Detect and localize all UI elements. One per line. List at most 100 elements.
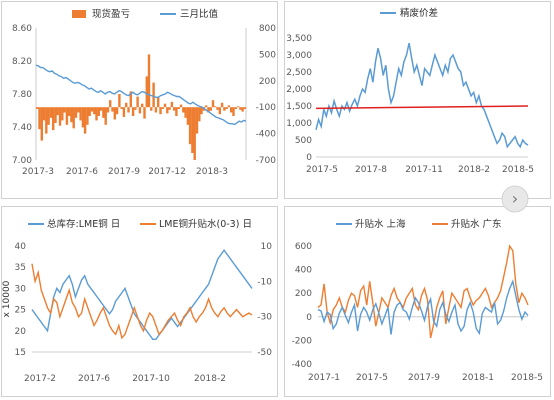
pnl-bar <box>38 107 41 130</box>
pnl-bar <box>104 107 107 125</box>
legend-label-inventory: 总库存:LME铜 日 <box>47 218 120 230</box>
x-tick-label: 2017-6 <box>66 167 98 177</box>
y-left-tick-label: 7.80 <box>12 90 32 100</box>
y-left-tick-label: 7.00 <box>12 156 32 166</box>
pnl-bar <box>72 107 75 129</box>
pnl-bar <box>216 107 219 110</box>
legend-label-lme-spread: LME铜升贴水(0-3) 日 <box>159 218 252 230</box>
y-tick-label: 0 <box>306 153 312 163</box>
pnl-bar <box>36 107 39 109</box>
pnl-bar <box>170 101 174 108</box>
pnl-bar <box>168 107 171 110</box>
pnl-bar <box>230 107 233 113</box>
y-tick-label: 3,500 <box>286 34 312 44</box>
pnl-bar <box>152 82 155 108</box>
pnl-bar <box>70 107 73 123</box>
pnl-bar <box>83 107 87 134</box>
pnl-bar <box>239 107 242 110</box>
pnl-bar <box>145 76 148 108</box>
pnl-bar <box>241 107 244 112</box>
pnl-bar <box>49 107 53 118</box>
pnl-bar <box>42 107 46 121</box>
spread-line <box>315 42 529 149</box>
y-left-tick-label: 15 <box>15 348 26 358</box>
pnl-bar <box>63 107 66 113</box>
y-tick-label: 1,500 <box>286 102 312 112</box>
pnl-bar <box>136 96 139 108</box>
pnl-bar <box>118 94 121 108</box>
pnl-bar <box>40 107 43 141</box>
y-left-tick-label: 7.40 <box>12 123 32 133</box>
pnl-bar <box>102 107 105 118</box>
y-axis-title: x 10000 <box>2 280 12 317</box>
pnl-bar <box>106 107 110 113</box>
y-tick-label: -400 <box>292 360 313 370</box>
y-left-tick-label: 30 <box>15 284 27 294</box>
pnl-bar <box>220 102 224 108</box>
x-tick-label: 2017-6 <box>78 374 110 384</box>
pnl-bar <box>45 107 48 134</box>
y-right-tick-label: -700 <box>256 156 277 166</box>
chevron-right-icon: › <box>512 189 518 208</box>
pnl-bar <box>243 107 247 109</box>
pnl-bar <box>204 105 208 108</box>
y-tick-label: 2,500 <box>286 68 312 78</box>
x-tick-label: 2017-11 <box>405 165 443 175</box>
y-tick-label: 0 <box>306 313 312 323</box>
y-left-tick-label: 25 <box>15 306 26 316</box>
pnl-bar <box>115 107 119 115</box>
y-right-tick-label: -50 <box>257 348 272 358</box>
x-tick-label: 2017-9 <box>108 167 140 177</box>
x-tick-label: 2017-5 <box>356 373 388 383</box>
pnl-bar <box>188 107 192 145</box>
y-right-tick-label: 10 <box>261 242 273 252</box>
pnl-bar <box>54 107 57 123</box>
pnl-bar <box>227 105 231 108</box>
pnl-bar <box>58 107 62 126</box>
y-right-tick-label: -30 <box>257 313 272 323</box>
pnl-bar <box>150 107 153 111</box>
pnl-bar <box>131 107 135 116</box>
chart-spot-pnl: 8.60 8.20 7.80 7.40 7.00 800 500 200 -100 -400 -70… <box>12 8 276 177</box>
pnl-bar <box>147 54 151 108</box>
legend-label-shanghai: 升贴水 上海 <box>355 218 406 230</box>
pnl-bar <box>68 107 71 116</box>
y-left-tick-label: 8.60 <box>12 24 32 34</box>
pnl-bar <box>182 107 185 113</box>
pnl-bar <box>177 107 180 109</box>
pnl-bar <box>184 107 187 118</box>
pnl-bar <box>56 107 59 116</box>
pnl-bar <box>109 100 112 108</box>
y-left-tick-label: 8.20 <box>12 57 32 67</box>
x-tick-label: 2017-9 <box>408 373 440 383</box>
pnl-bar <box>47 107 50 125</box>
y-right-tick-label: -100 <box>256 103 277 113</box>
pnl-bar <box>223 107 226 111</box>
next-chart-button[interactable]: › <box>501 185 529 213</box>
legend-label-spread: 精废价差 <box>400 7 438 19</box>
y-left-tick-label: 40 <box>15 242 27 252</box>
y-right-tick-label: -400 <box>256 130 277 140</box>
pnl-bar <box>186 107 190 125</box>
pnl-bar <box>154 107 158 113</box>
pnl-bar <box>207 107 210 113</box>
pnl-bar <box>193 107 196 160</box>
x-tick-label: 2017-1 <box>308 373 340 383</box>
pnl-bar <box>138 107 142 114</box>
x-tick-label: 2017-10 <box>132 374 170 384</box>
pnl-bar <box>52 107 55 131</box>
pnl-bar <box>218 107 221 115</box>
x-tick-label: 2018-2 <box>194 374 226 384</box>
pnl-bar <box>234 107 237 109</box>
y-left-tick-label: 35 <box>15 263 26 273</box>
pnl-bar <box>127 107 130 113</box>
y-right-tick-label: 200 <box>259 77 276 87</box>
pnl-bar <box>163 103 167 108</box>
pnl-bar <box>97 107 100 116</box>
shanghai-line <box>317 279 529 336</box>
pnl-bar <box>198 107 201 122</box>
x-tick-label: 2017-12 <box>148 167 186 177</box>
legend-label-ratio: 三月比值 <box>180 8 219 20</box>
pnl-bar <box>61 107 64 121</box>
y-tick-label: 500 <box>295 136 312 146</box>
